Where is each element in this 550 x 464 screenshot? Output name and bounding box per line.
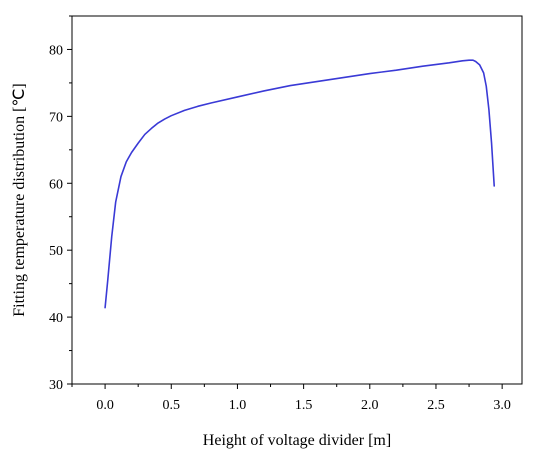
- x-axis-title: Height of voltage divider [m]: [203, 432, 391, 449]
- x-tick-label: 3.0: [493, 398, 511, 413]
- x-axis-ticks: 0.0 0.5 1.0 1.5 2.0 2.5 3.0: [71, 384, 511, 413]
- x-tick-label: 0.0: [96, 398, 114, 413]
- x-tick-label: 0.5: [163, 398, 181, 413]
- plot-frame: [71, 15, 523, 385]
- y-tick-label: 70: [49, 110, 63, 125]
- x-tick-label: 2.0: [361, 398, 379, 413]
- y-axis-ticks: 30 40 50 60 70 80: [49, 15, 72, 393]
- series-line-0: [104, 59, 496, 309]
- y-tick-label: 40: [49, 311, 63, 326]
- series-layer: [104, 59, 496, 309]
- x-tick-label: 1.5: [295, 398, 313, 413]
- y-tick-label: 80: [49, 43, 63, 58]
- y-axis-title: Fitting temperature distribution [℃]: [11, 83, 28, 316]
- y-tick-label: 60: [49, 177, 63, 192]
- x-tick-label: 2.5: [427, 398, 445, 413]
- y-tick-label: 50: [49, 244, 63, 259]
- y-tick-label: 30: [49, 378, 63, 393]
- x-tick-label: 1.0: [229, 398, 247, 413]
- plot-border: [71, 15, 523, 385]
